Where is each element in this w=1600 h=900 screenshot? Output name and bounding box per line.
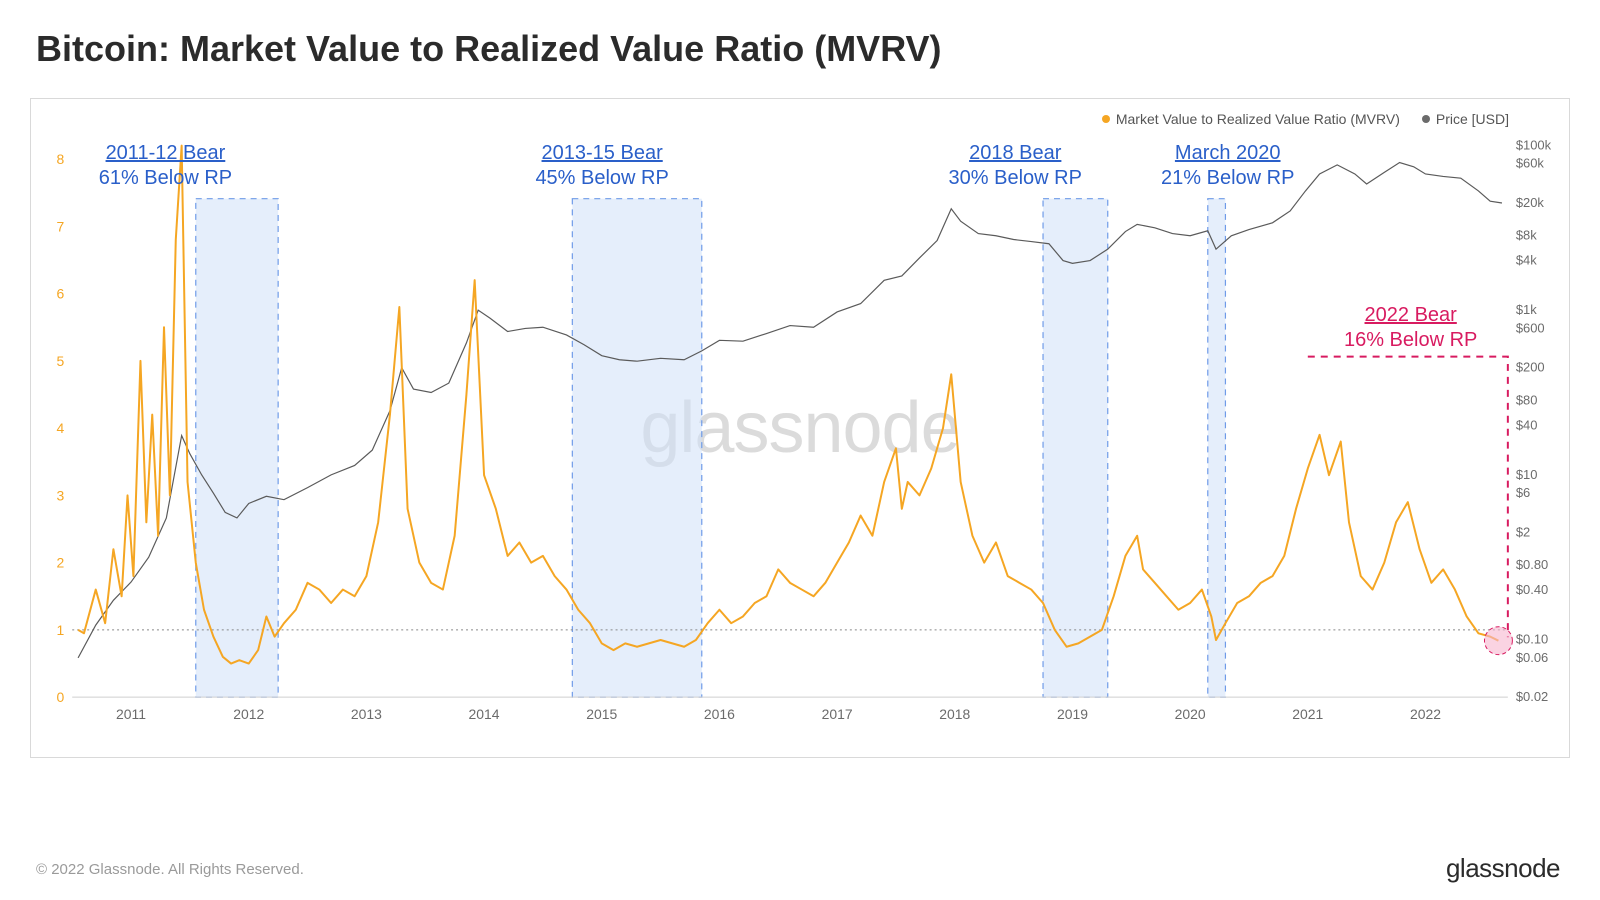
svg-text:$20k: $20k [1516,195,1545,210]
svg-text:$0.02: $0.02 [1516,689,1548,704]
annotation-line2: 21% Below RP [1161,166,1294,191]
svg-text:$0.40: $0.40 [1516,582,1548,597]
svg-text:$200: $200 [1516,360,1545,375]
chart-frame: Market Value to Realized Value Ratio (MV… [30,98,1570,758]
annotation-line2: 61% Below RP [99,166,232,191]
chart-title: Bitcoin: Market Value to Realized Value … [36,28,942,70]
svg-text:2013: 2013 [351,706,382,722]
annotation-bear-2018: 2018 Bear 30% Below RP [949,141,1082,191]
svg-text:2021: 2021 [1292,706,1323,722]
annotation-line2: 16% Below RP [1344,328,1477,353]
footer-brand: glassnode [1446,853,1560,884]
svg-text:$0.10: $0.10 [1516,632,1548,647]
svg-text:$8k: $8k [1516,228,1537,243]
svg-text:6: 6 [56,286,64,302]
svg-text:$600: $600 [1516,320,1545,335]
svg-text:2020: 2020 [1175,706,1206,722]
annotation-bear-2011: 2011-12 Bear 61% Below RP [99,141,232,191]
svg-text:$10: $10 [1516,467,1538,482]
svg-text:2019: 2019 [1057,706,1088,722]
svg-text:$60k: $60k [1516,156,1545,171]
svg-text:2012: 2012 [233,706,264,722]
annotation-line1: 2018 Bear [949,141,1082,166]
svg-text:2: 2 [56,555,64,571]
annotation-line2: 45% Below RP [535,166,668,191]
annotation-bear-2013: 2013-15 Bear 45% Below RP [535,141,668,191]
annotation-line1: 2013-15 Bear [535,141,668,166]
svg-text:$0.06: $0.06 [1516,650,1548,665]
svg-text:2022: 2022 [1410,706,1441,722]
annotation-line1: 2022 Bear [1344,303,1477,328]
svg-text:2011: 2011 [116,706,146,722]
svg-text:3: 3 [56,487,64,503]
annotation-line1: March 2020 [1161,141,1294,166]
svg-text:1: 1 [56,622,64,638]
svg-text:$100k: $100k [1516,137,1552,152]
svg-text:2018: 2018 [939,706,970,722]
svg-text:0: 0 [56,689,64,705]
svg-text:7: 7 [56,218,64,234]
svg-text:$1k: $1k [1516,302,1537,317]
svg-text:2015: 2015 [586,706,617,722]
svg-text:2016: 2016 [704,706,735,722]
svg-text:$40: $40 [1516,417,1538,432]
svg-text:$80: $80 [1516,392,1538,407]
svg-text:$0.80: $0.80 [1516,557,1548,572]
svg-text:4: 4 [56,420,64,436]
svg-text:$4k: $4k [1516,253,1537,268]
svg-text:2017: 2017 [822,706,853,722]
footer-copyright: © 2022 Glassnode. All Rights Reserved. [36,861,304,878]
annotation-bear-2020: March 2020 21% Below RP [1161,141,1294,191]
svg-text:2014: 2014 [469,706,500,722]
annotation-bear-2022: 2022 Bear 16% Below RP [1344,303,1477,353]
annotation-line1: 2011-12 Bear [99,141,232,166]
svg-text:$2: $2 [1516,524,1530,539]
svg-text:$6: $6 [1516,485,1530,500]
chart-plot: 0 1 2 3 4 5 6 7 8 $100k $60k $20k $8k $4k $1k $600 $200 $… [31,99,1569,757]
page: Bitcoin: Market Value to Realized Value … [0,0,1600,900]
svg-text:5: 5 [56,353,64,369]
annotation-line2: 30% Below RP [949,166,1082,191]
svg-text:8: 8 [56,151,64,167]
